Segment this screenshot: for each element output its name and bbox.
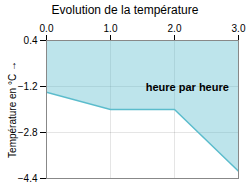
svg-text:2.0: 2.0: [168, 23, 182, 34]
svg-text:heure par heure: heure par heure: [146, 81, 229, 93]
svg-text:−4.4: −4.4: [18, 173, 38, 184]
svg-text:Température en °C →: Température en °C →: [7, 61, 18, 158]
html-text:Evolution de la température: Evolution de la température: [51, 3, 199, 17]
svg-text:0.4: 0.4: [24, 35, 38, 46]
svg-text:0.0: 0.0: [40, 23, 54, 34]
svg-text:1.0: 1.0: [104, 23, 118, 34]
svg-text:3.0: 3.0: [232, 23, 246, 34]
svg-text:−1.2: −1.2: [18, 81, 38, 92]
svg-text:−2.8: −2.8: [18, 127, 38, 138]
